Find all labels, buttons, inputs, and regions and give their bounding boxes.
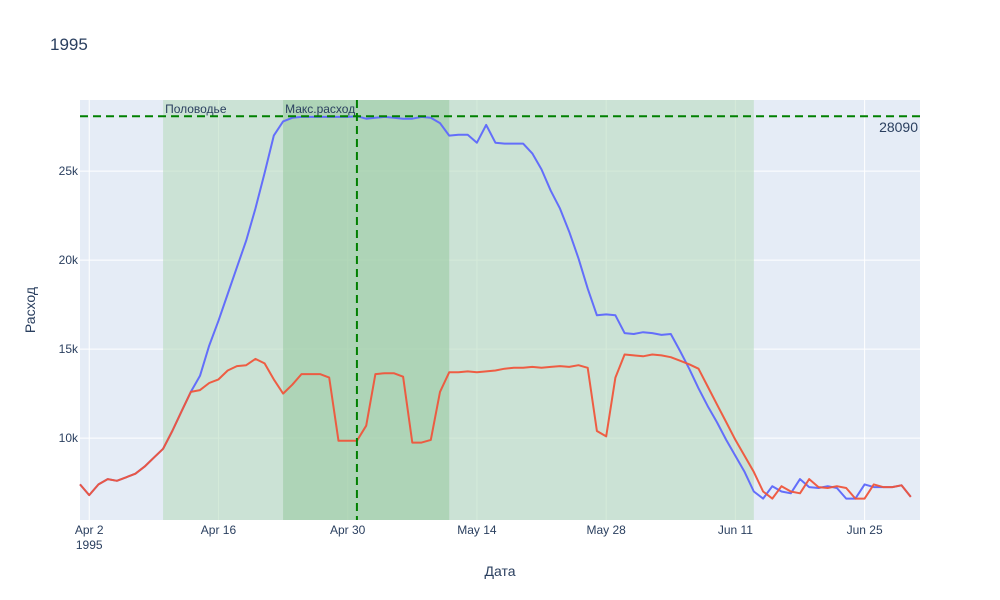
flood-region [163, 100, 754, 520]
max-flow-region-label: Макс.расход [285, 102, 355, 116]
max-flow-region [283, 100, 450, 520]
y-tick-label: 25k [59, 164, 79, 178]
x-axis-title: Дата [484, 563, 515, 579]
x-tick-label: Jun 11 [718, 523, 753, 537]
series-line-regulated [79, 353, 912, 500]
x-tick-label: Apr 2 [75, 523, 104, 537]
x-tick-sublabel: 1995 [76, 538, 103, 552]
y-tick-label: 15k [59, 342, 79, 356]
y-axis-title: Расход [22, 287, 38, 333]
flood-region-label: Половодье [165, 102, 227, 116]
y-tick-label: 20k [59, 253, 79, 267]
x-tick-label: May 28 [586, 523, 626, 537]
x-tick-label: Apr 30 [330, 523, 366, 537]
chart-title: 1995 [50, 35, 88, 54]
y-tick-label: 10k [59, 431, 79, 445]
series-line-natural [79, 115, 912, 500]
x-tick-label: May 14 [457, 523, 497, 537]
x-tick-label: Apr 16 [201, 523, 237, 537]
x-tick-label: Jun 25 [847, 523, 883, 537]
max-flow-value-label: 28090 [879, 119, 918, 135]
